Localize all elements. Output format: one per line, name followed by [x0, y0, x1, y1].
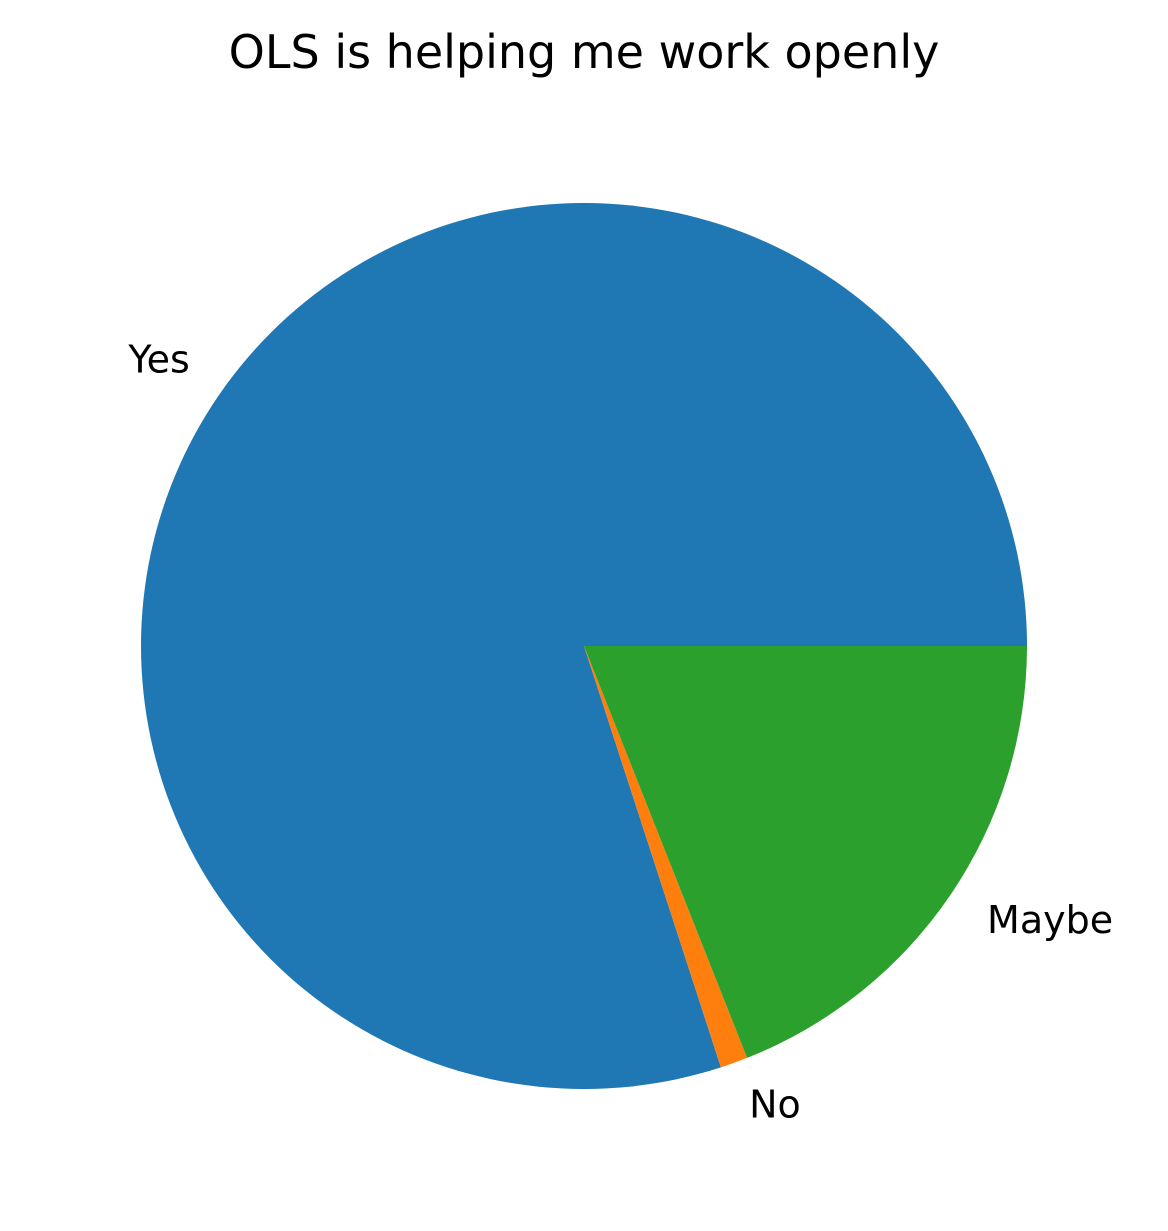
pie-label-no: No [749, 1082, 801, 1126]
pie-label-maybe: Maybe [987, 898, 1113, 942]
pie-slice-yes [141, 203, 1028, 1090]
pie-slice-maybe [584, 646, 1027, 1058]
chart-title: OLS is helping me work openly [229, 25, 940, 79]
pie-slice-no [584, 646, 748, 1068]
pie-labels: Yes No Maybe [127, 338, 1113, 1127]
pie-slices [141, 203, 1028, 1090]
pie-label-yes: Yes [127, 338, 189, 382]
